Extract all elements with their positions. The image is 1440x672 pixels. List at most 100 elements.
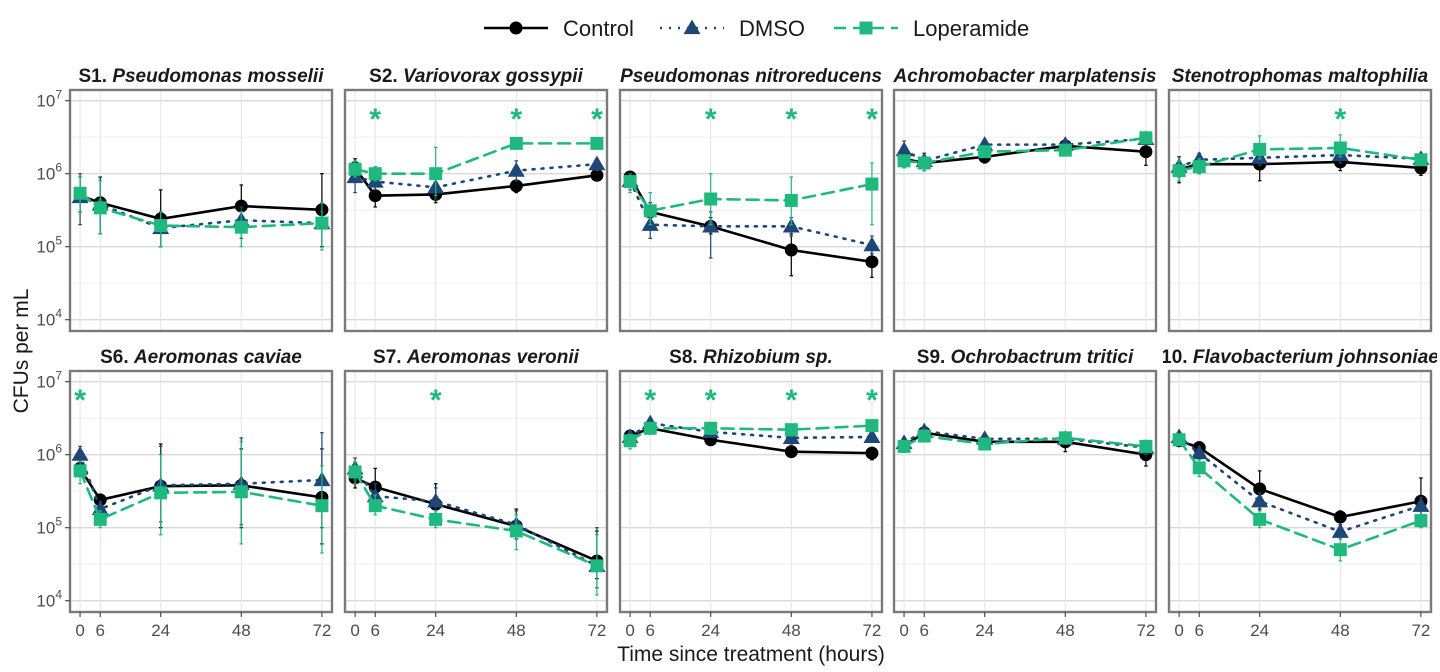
- data-point: [427, 492, 445, 508]
- series-line: [78, 194, 324, 221]
- x-tick-label: 48: [507, 621, 526, 640]
- y-tick-exponent: 4: [55, 307, 62, 321]
- data-point: [1251, 492, 1269, 508]
- data-point: [978, 437, 992, 451]
- data-point: [784, 445, 798, 459]
- data-point: [1058, 431, 1072, 445]
- panel-title: Achromobacter marplatensis: [893, 66, 1157, 87]
- y-tick-label: 106: [36, 161, 62, 184]
- series-control: [1172, 434, 1428, 526]
- y-tick-label: 107: [36, 88, 62, 111]
- x-tick-label: 6: [919, 621, 928, 640]
- significance-star: *: [591, 103, 603, 136]
- series-line: [628, 179, 874, 247]
- y-tick-label: 105: [36, 234, 62, 257]
- x-tick-label: 6: [95, 621, 104, 640]
- series-line: [353, 142, 599, 175]
- series-line: [902, 434, 1148, 448]
- data-point: [978, 145, 992, 159]
- series-loperamide: [348, 136, 604, 197]
- series-control: [73, 443, 329, 545]
- data-point: [348, 465, 362, 479]
- data-point: [588, 155, 606, 171]
- legend-key-marker: [859, 21, 873, 35]
- x-tick-label: 72: [862, 621, 881, 640]
- data-point: [1414, 153, 1428, 167]
- y-tick-base: 10: [36, 165, 55, 184]
- series-line: [902, 144, 1148, 165]
- panel-title: S7. Aeromonas veronii: [373, 347, 580, 368]
- series-line: [353, 476, 599, 563]
- x-tick-label: 72: [1411, 621, 1430, 640]
- data-point: [1333, 543, 1347, 557]
- data-point: [509, 179, 523, 193]
- series-dmso: [1170, 428, 1430, 540]
- panel-border: [68, 369, 334, 614]
- panel-title-species: Variovorax gossypii: [403, 66, 584, 87]
- data-point: [590, 136, 604, 150]
- data-point: [234, 485, 248, 499]
- panel-title-species: Flavobacterium johnsoniae: [1193, 347, 1439, 368]
- series-loperamide: [897, 429, 1153, 453]
- data-point: [154, 486, 168, 500]
- panel-5: * Stenotrophomas maltophilia: [1167, 66, 1433, 333]
- series-line: [902, 136, 1148, 165]
- y-tick-exponent: 5: [55, 234, 62, 248]
- y-tick-base: 10: [36, 238, 55, 257]
- series-loperamide: [1172, 134, 1428, 182]
- panel-title-species: Pseudomonas nitroreducens: [620, 66, 882, 87]
- series-line: [1177, 439, 1423, 519]
- panel-title-prefix: 10.: [1161, 347, 1193, 368]
- panel-3: * * * Pseudomonas nitroreducens: [618, 66, 884, 333]
- significance-star: *: [705, 103, 717, 136]
- significance-star: *: [644, 384, 656, 417]
- significance-star: *: [1334, 103, 1346, 136]
- significance-star: *: [510, 103, 522, 136]
- panel-title-species: Aeromonas caviae: [133, 347, 302, 368]
- x-tick-label: 0: [350, 621, 359, 640]
- data-point: [507, 162, 525, 177]
- y-tick-base: 10: [36, 373, 55, 392]
- panel-title: S9. Ochrobactrum tritici: [917, 347, 1134, 368]
- data-point: [784, 423, 798, 437]
- series-loperamide: [623, 419, 879, 450]
- series-line: [78, 453, 324, 511]
- panel-title: S2. Variovorax gossypii: [369, 66, 583, 87]
- panel-border: [1167, 88, 1433, 333]
- panel-title-species: Stenotrophomas maltophilia: [1172, 66, 1429, 87]
- data-point: [93, 512, 107, 526]
- x-tick-label: 48: [1056, 621, 1075, 640]
- data-point: [784, 243, 798, 257]
- panel-title: S1. Pseudomonas mosselii: [79, 66, 325, 87]
- panel-title-prefix: S1.: [79, 66, 113, 87]
- x-tick-label: 6: [370, 621, 379, 640]
- data-point: [1414, 514, 1428, 528]
- data-point: [623, 434, 637, 448]
- data-point: [1139, 439, 1153, 453]
- data-point: [1172, 164, 1186, 178]
- data-point: [1253, 142, 1267, 156]
- panel-border: [892, 88, 1158, 333]
- data-point: [73, 464, 87, 478]
- series-loperamide: [897, 131, 1153, 172]
- y-tick-base: 10: [36, 519, 55, 538]
- x-tick-label: 6: [1194, 621, 1203, 640]
- data-point: [509, 136, 523, 150]
- panel-title: S6. Aeromonas caviae: [100, 347, 302, 368]
- series-line: [628, 175, 874, 264]
- x-tick-label: 0: [899, 621, 908, 640]
- x-axis-title: Time since treatment (hours): [617, 643, 885, 666]
- y-tick-base: 10: [36, 311, 55, 330]
- x-tick-label: 48: [782, 621, 801, 640]
- y-tick-exponent: 5: [55, 515, 62, 529]
- data-point: [623, 175, 637, 189]
- y-tick-label: 104: [36, 588, 62, 611]
- data-point: [917, 429, 931, 443]
- panel-2: * * * S2. Variovorax gossypii: [343, 66, 609, 333]
- y-tick-exponent: 4: [55, 588, 62, 602]
- data-point: [897, 439, 911, 453]
- legend-key-marker: [683, 19, 701, 35]
- significance-star: *: [866, 384, 878, 417]
- legend-label: Loperamide: [913, 16, 1029, 41]
- series-line: [1177, 435, 1423, 534]
